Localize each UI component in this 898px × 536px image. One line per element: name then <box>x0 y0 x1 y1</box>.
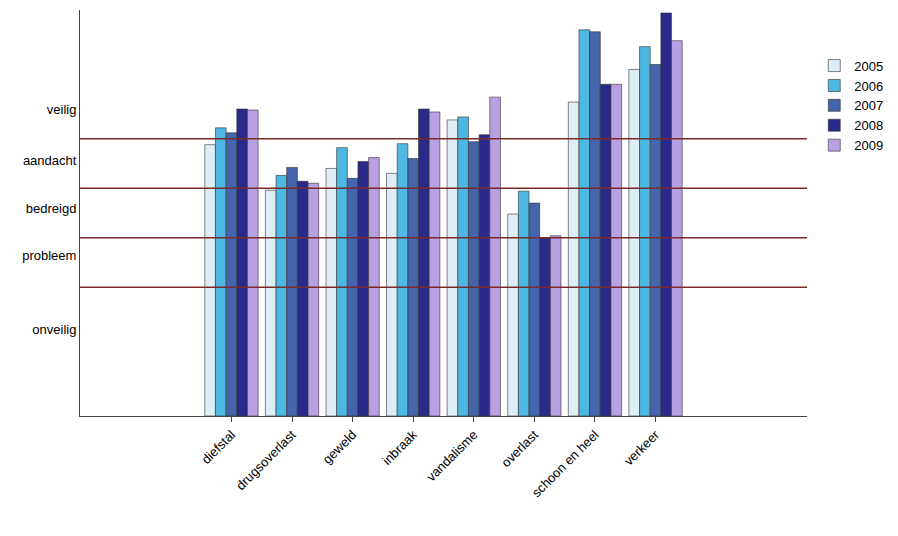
svg-text:probleem: probleem <box>22 248 76 263</box>
svg-text:vandalisme: vandalisme <box>423 427 480 484</box>
svg-text:bedreigd: bedreigd <box>26 201 77 216</box>
svg-text:2009: 2009 <box>854 138 883 153</box>
svg-text:geweld: geweld <box>320 427 360 467</box>
svg-text:2005: 2005 <box>854 59 883 74</box>
svg-text:schoon en heel: schoon en heel <box>529 427 602 500</box>
svg-text:aandacht: aandacht <box>23 153 77 168</box>
svg-text:2008: 2008 <box>854 118 883 133</box>
svg-text:verkeer: verkeer <box>621 427 663 469</box>
svg-text:drugsoverlast: drugsoverlast <box>233 427 299 493</box>
svg-text:diefstal: diefstal <box>198 427 238 467</box>
svg-text:2007: 2007 <box>854 98 883 113</box>
svg-text:inbraak: inbraak <box>379 427 420 468</box>
svg-text:veilig: veilig <box>47 102 77 117</box>
svg-text:overlast: overlast <box>498 427 541 470</box>
svg-text:2006: 2006 <box>854 79 883 94</box>
svg-text:onveilig: onveilig <box>32 322 76 337</box>
